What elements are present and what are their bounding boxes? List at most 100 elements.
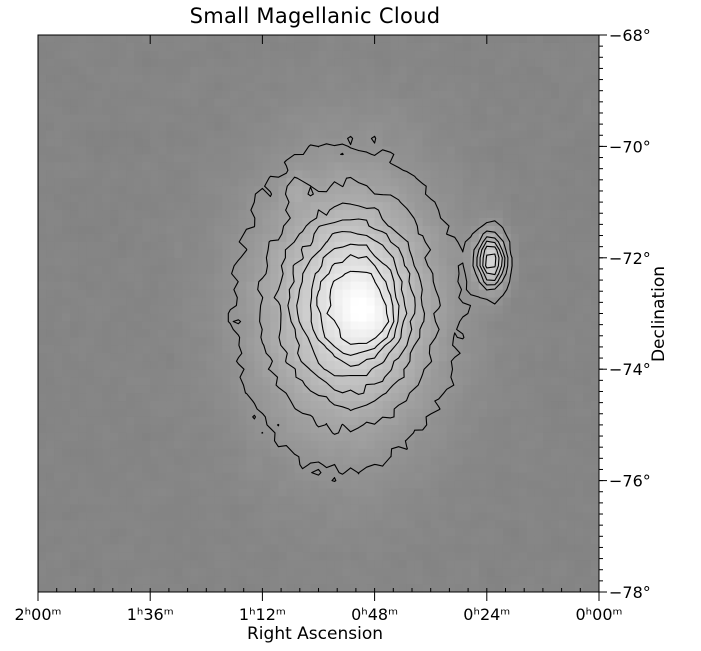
heatmap-cell bbox=[526, 568, 536, 577]
heatmap-cell bbox=[510, 504, 520, 514]
heatmap-cell bbox=[158, 305, 167, 315]
heatmap-cell bbox=[422, 488, 432, 498]
heatmap-cell bbox=[78, 496, 87, 506]
heatmap-cell bbox=[198, 496, 207, 506]
heatmap-cell bbox=[198, 464, 207, 474]
heatmap-cell bbox=[198, 106, 207, 116]
heatmap-cell bbox=[238, 488, 247, 498]
heatmap-cell bbox=[326, 560, 336, 569]
heatmap-cell bbox=[526, 345, 536, 354]
heatmap-cell bbox=[470, 393, 480, 402]
heatmap-cell bbox=[542, 281, 552, 291]
heatmap-cell bbox=[150, 218, 159, 227]
heatmap-cell bbox=[38, 305, 47, 315]
heatmap-cell bbox=[398, 50, 408, 60]
heatmap-cell bbox=[334, 456, 344, 466]
heatmap-cell bbox=[182, 448, 191, 458]
heatmap-cell bbox=[110, 82, 119, 92]
heatmap-cell bbox=[582, 42, 592, 52]
heatmap-cell bbox=[582, 424, 592, 434]
heatmap-cell bbox=[230, 385, 239, 394]
heatmap-cell bbox=[358, 369, 368, 378]
heatmap-cell bbox=[78, 114, 87, 124]
heatmap-cell bbox=[166, 74, 175, 84]
heatmap-cell bbox=[94, 146, 103, 155]
heatmap-cell bbox=[486, 74, 496, 84]
heatmap-cell bbox=[302, 432, 312, 442]
heatmap-cell bbox=[254, 249, 263, 259]
heatmap-cell bbox=[222, 512, 231, 521]
heatmap-cell bbox=[310, 218, 320, 227]
heatmap-cell bbox=[366, 305, 376, 315]
heatmap-cell bbox=[214, 536, 223, 545]
heatmap-cell bbox=[494, 353, 504, 362]
heatmap-cell bbox=[486, 560, 496, 569]
heatmap-cell bbox=[222, 369, 231, 378]
heatmap-cell bbox=[270, 66, 280, 76]
heatmap-cell bbox=[70, 122, 79, 132]
heatmap-cell bbox=[470, 289, 480, 299]
heatmap-cell bbox=[542, 424, 552, 434]
heatmap-cell bbox=[566, 130, 576, 140]
heatmap-cell bbox=[126, 82, 135, 92]
heatmap-cell bbox=[294, 146, 304, 155]
heatmap-cell bbox=[102, 369, 111, 378]
heatmap-cell bbox=[110, 416, 119, 426]
heatmap-cell bbox=[462, 202, 472, 211]
heatmap-cell bbox=[86, 337, 95, 346]
heatmap-cell bbox=[150, 472, 159, 482]
heatmap-cell bbox=[478, 249, 488, 259]
heatmap-cell bbox=[286, 305, 296, 315]
heatmap-cell bbox=[230, 456, 239, 466]
heatmap-cell bbox=[238, 257, 247, 267]
heatmap-cell bbox=[398, 170, 408, 179]
heatmap-cell bbox=[590, 393, 599, 402]
heatmap-cell bbox=[358, 66, 368, 76]
heatmap-cell bbox=[558, 385, 568, 394]
heatmap-cell bbox=[222, 130, 231, 140]
heatmap-cell bbox=[198, 74, 207, 84]
heatmap-cell bbox=[510, 401, 520, 410]
heatmap-cell bbox=[294, 98, 304, 108]
heatmap-cell bbox=[262, 42, 272, 52]
heatmap-cell bbox=[270, 448, 280, 458]
heatmap-cell bbox=[62, 178, 71, 187]
heatmap-cell bbox=[222, 353, 231, 362]
heatmap-cell bbox=[422, 130, 432, 140]
heatmap-cell bbox=[462, 496, 472, 506]
heatmap-cell bbox=[86, 154, 95, 163]
heatmap-cell bbox=[70, 281, 79, 291]
heatmap-cell bbox=[206, 233, 215, 243]
heatmap-cell bbox=[78, 170, 87, 179]
heatmap-cell bbox=[262, 146, 272, 155]
heatmap-cell bbox=[38, 281, 47, 291]
heatmap-cell bbox=[294, 416, 304, 426]
heatmap-cell bbox=[502, 512, 512, 521]
heatmap-cell bbox=[206, 488, 215, 498]
heatmap-cell bbox=[374, 178, 384, 187]
heatmap-cell bbox=[454, 249, 464, 259]
heatmap-cell bbox=[414, 472, 424, 482]
heatmap-cell bbox=[550, 122, 560, 132]
heatmap-cell bbox=[102, 385, 111, 394]
heatmap-cell bbox=[334, 241, 344, 251]
heatmap-cell bbox=[238, 321, 247, 331]
heatmap-cell bbox=[46, 257, 55, 267]
heatmap-cell bbox=[190, 385, 199, 394]
heatmap-cell bbox=[278, 273, 288, 283]
heatmap-cell bbox=[350, 74, 360, 84]
heatmap-cell bbox=[278, 90, 288, 100]
heatmap-cell bbox=[182, 42, 191, 52]
heatmap-cell bbox=[462, 162, 472, 171]
heatmap-cell bbox=[134, 424, 143, 434]
heatmap-cell bbox=[446, 496, 456, 506]
heatmap-cell bbox=[406, 281, 416, 291]
heatmap-cell bbox=[246, 345, 255, 354]
heatmap-cell bbox=[238, 265, 247, 275]
heatmap-cell bbox=[270, 50, 280, 60]
heatmap-cell bbox=[366, 401, 376, 410]
heatmap-cell bbox=[350, 496, 360, 506]
heatmap-cell bbox=[334, 504, 344, 514]
heatmap-cell bbox=[254, 432, 263, 442]
heatmap-cell bbox=[582, 241, 592, 251]
